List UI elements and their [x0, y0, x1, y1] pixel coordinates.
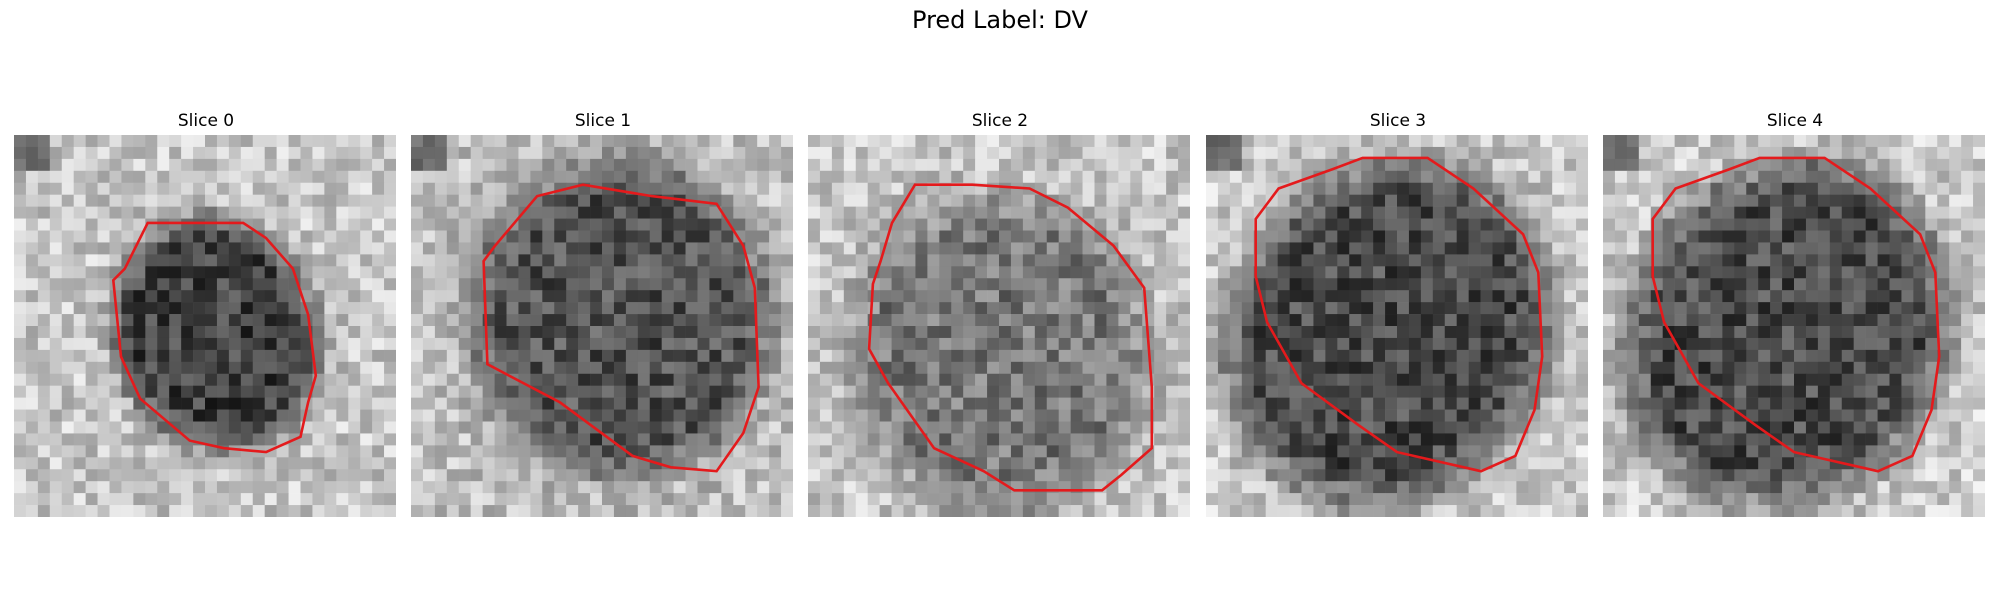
slice-image-0	[14, 135, 396, 517]
slice-image-3	[1206, 135, 1588, 517]
slice-panel-4: Slice 4	[1603, 108, 1987, 517]
slice-title-4: Slice 4	[1766, 111, 1824, 131]
slice-title-0: Slice 0	[177, 111, 235, 131]
figure-title: Pred Label: DV	[912, 6, 1088, 34]
segmentation-contour-3	[1254, 156, 1544, 473]
slice-panel-3: Slice 3	[1206, 108, 1590, 517]
slice-panel-1: Slice 1	[411, 108, 795, 517]
slice-image-4	[1603, 135, 1985, 517]
slice-image-2	[808, 135, 1190, 517]
segmentation-contour-2	[867, 183, 1154, 492]
slice-panel-0: Slice 0	[14, 108, 398, 517]
slice-title-1: Slice 1	[574, 111, 632, 131]
segmentation-contour-0	[111, 221, 318, 454]
segmentation-contour-1	[482, 183, 760, 473]
slice-title-2: Slice 2	[971, 111, 1029, 131]
segmentation-contour-4	[1651, 156, 1941, 473]
slice-image-1	[411, 135, 793, 517]
slice-panel-2: Slice 2	[808, 108, 1192, 517]
slice-title-3: Slice 3	[1369, 111, 1427, 131]
